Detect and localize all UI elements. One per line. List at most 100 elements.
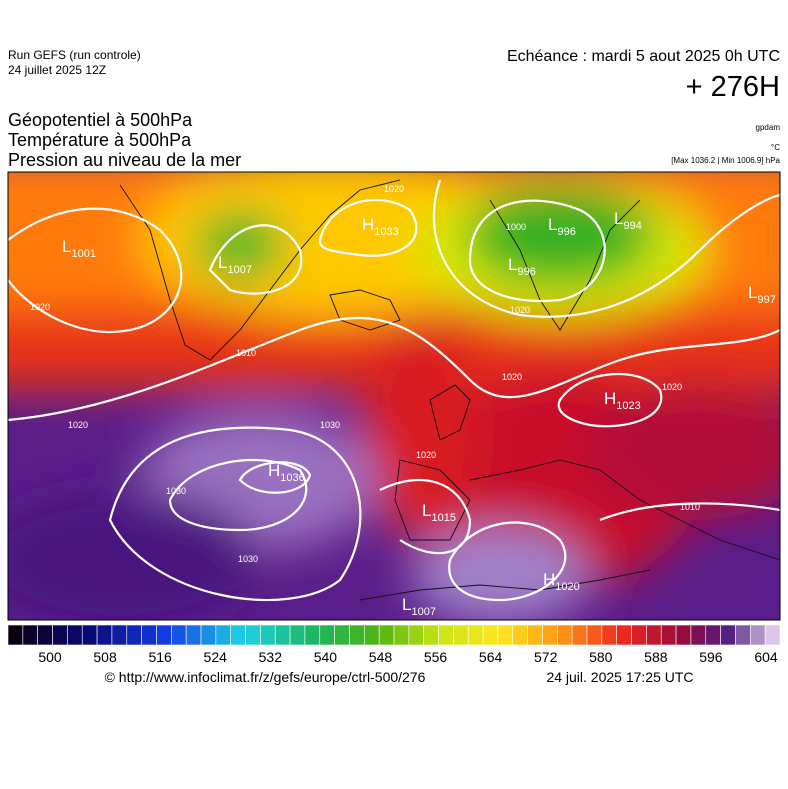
scale-label: 540 — [314, 649, 338, 665]
scale-cell — [274, 624, 291, 646]
run-label: Run GEFS (run controle) — [8, 48, 141, 62]
scale-label: 532 — [259, 649, 283, 665]
title: Pression au niveau de la mer — [8, 150, 241, 170]
pressure-center: H1023 — [604, 389, 641, 412]
center-type: H — [543, 570, 555, 589]
scale-cell — [260, 624, 276, 646]
isobar-label: 1010 — [236, 348, 256, 358]
center-value: 1001 — [71, 248, 95, 260]
isobar-label: 1030 — [238, 554, 258, 564]
unit-label: [Max 1036.2 | Min 1006.9] hPa — [671, 156, 780, 165]
scale-cell — [571, 624, 588, 646]
isobar-label: 1020 — [510, 305, 530, 315]
isobar-label: 1000 — [506, 222, 526, 232]
isobar-label: 1010 — [680, 502, 700, 512]
scale-cell — [616, 624, 632, 646]
scale-cell — [126, 624, 142, 646]
scale-cell — [393, 624, 410, 646]
scale-cell — [542, 624, 558, 646]
center-type: L — [62, 237, 71, 256]
scale-cell — [111, 624, 128, 646]
center-value: 994 — [623, 220, 641, 232]
scale-cell — [527, 624, 543, 646]
scale-cell — [423, 624, 439, 646]
run-date: 24 juillet 2025 12Z — [8, 63, 106, 77]
scale-cell — [720, 624, 736, 646]
scale-cell — [586, 624, 603, 646]
scale-cell — [319, 624, 335, 646]
lead-time: + 276H — [686, 71, 780, 103]
scale-cell — [512, 624, 528, 646]
scale-cell — [690, 624, 707, 646]
center-value: 1023 — [616, 400, 640, 412]
scale-cell — [349, 624, 365, 646]
isobar-label: 1020 — [662, 382, 682, 392]
scale-cell — [735, 624, 751, 646]
scale-label: 564 — [479, 649, 503, 665]
center-value: 1015 — [431, 512, 455, 524]
scale-cell — [7, 624, 24, 646]
isobar-label: 1020 — [416, 450, 436, 460]
scale-cell — [52, 624, 68, 646]
scale-label: 508 — [93, 649, 117, 665]
pressure-center: L996 — [548, 215, 576, 238]
center-value: 997 — [757, 294, 775, 306]
scale-cell — [408, 624, 424, 646]
scale-label: 500 — [38, 649, 62, 665]
scale-cell — [364, 624, 380, 646]
center-type: L — [218, 253, 227, 272]
scale-cell — [156, 624, 172, 646]
pressure-center: L1001 — [62, 237, 96, 260]
map-frame — [7, 171, 781, 621]
scale-label: 580 — [589, 649, 613, 665]
scale-cell — [557, 624, 573, 646]
generated-time: 24 juil. 2025 17:25 UTC — [546, 669, 693, 685]
pressure-center: L997 — [748, 283, 776, 306]
scale-label: 588 — [644, 649, 668, 665]
scale-cell — [750, 624, 766, 646]
title: Géopotentiel à 500hPa — [8, 110, 193, 130]
center-value: 1020 — [555, 581, 579, 593]
pressure-center: L996 — [508, 255, 536, 278]
isobar-label: 1020 — [30, 302, 50, 312]
scale-cell — [289, 624, 306, 646]
scale-cell — [378, 624, 395, 646]
scale-cell — [171, 624, 187, 646]
center-value: 996 — [557, 226, 575, 238]
center-value: 1036 — [280, 472, 304, 484]
center-type: H — [268, 461, 280, 480]
isobar-label: 1020 — [68, 420, 88, 430]
scale-cell — [497, 624, 514, 646]
center-type: H — [362, 215, 374, 234]
source-url: © http://www.infoclimat.fr/z/gefs/europe… — [105, 669, 426, 685]
scale-cell — [646, 624, 662, 646]
pressure-center: L1007 — [402, 595, 436, 618]
scale-cell — [230, 624, 246, 646]
center-type: L — [402, 595, 411, 614]
scale-cell — [67, 624, 83, 646]
scale-cell — [482, 624, 499, 646]
scale-cell — [304, 624, 321, 646]
scale-cell — [601, 624, 617, 646]
scale-cell — [245, 624, 261, 646]
scale-cell — [631, 624, 647, 646]
isobar-label: 1030 — [320, 420, 340, 430]
center-value: 996 — [517, 266, 535, 278]
isobar-label: 1020 — [502, 372, 522, 382]
scale-cell — [200, 624, 217, 646]
scale-cell — [438, 624, 454, 646]
scale-cell — [37, 624, 53, 646]
isobar-labels: 1020 1010 1020 1020 1030 1030 1030 1020 1020 1000… — [30, 184, 700, 564]
scale-cell — [705, 624, 721, 646]
title: Température à 500hPa — [8, 130, 192, 150]
pressure-center: H1036 — [268, 461, 305, 484]
center-type: L — [614, 209, 623, 228]
unit-label: gpdam — [756, 123, 781, 132]
isobar-label: 1030 — [166, 486, 186, 496]
scale-label: 596 — [699, 649, 723, 665]
scale-cell — [334, 624, 350, 646]
pressure-center: L1007 — [218, 253, 252, 276]
scale-cell — [215, 624, 231, 646]
center-value: 1007 — [411, 606, 435, 618]
scale-label: 572 — [534, 649, 558, 665]
